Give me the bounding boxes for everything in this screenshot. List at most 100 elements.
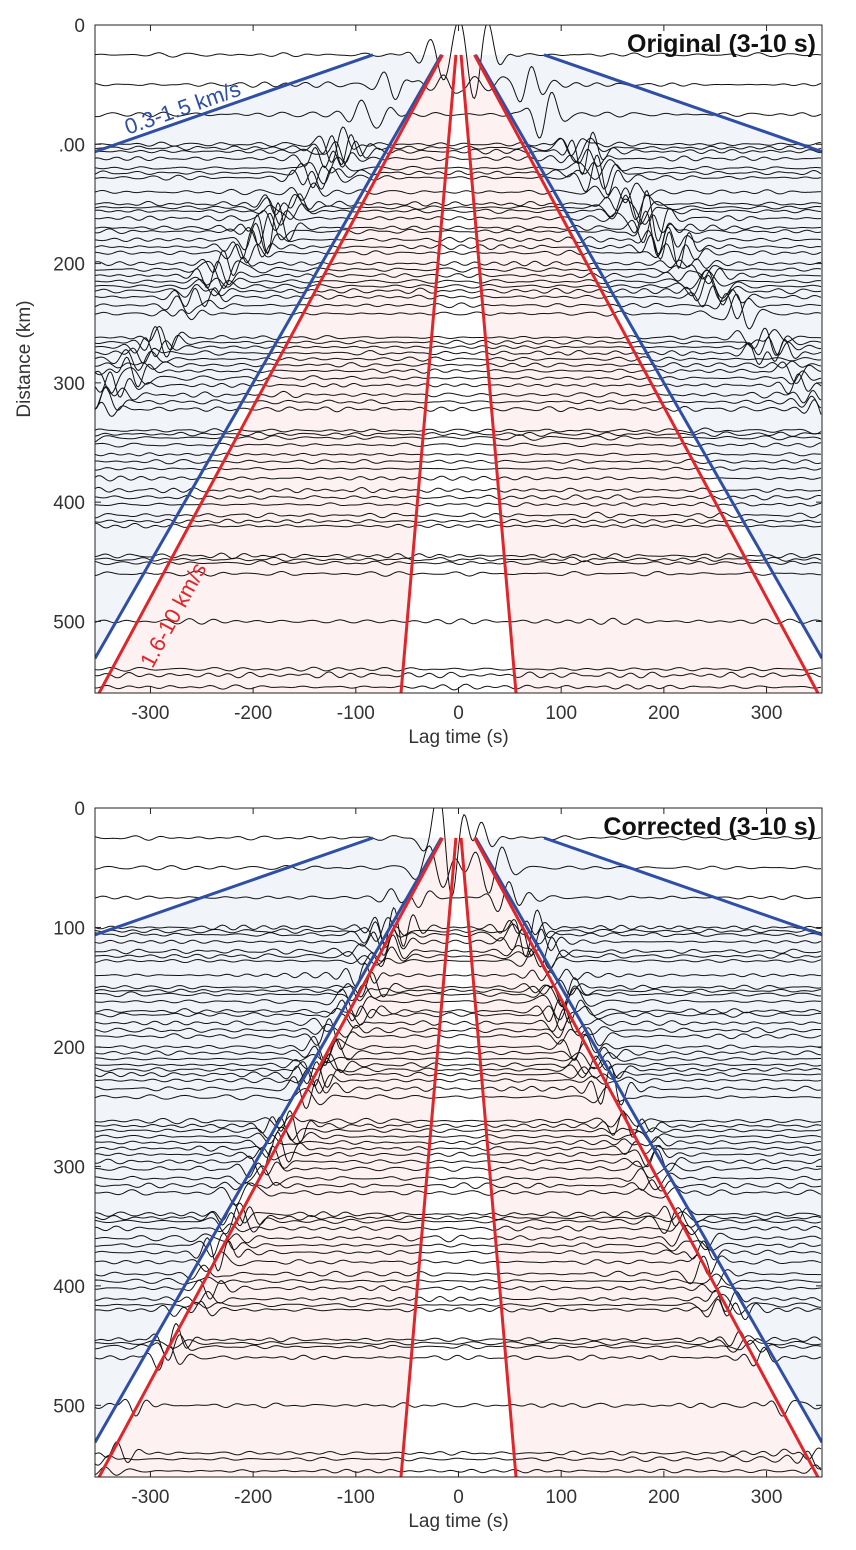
- trace: [95, 356, 822, 388]
- trace: [95, 1344, 822, 1371]
- y-axis-label: Distance (km): [14, 300, 35, 417]
- velocity-band: [99, 837, 456, 1477]
- trace: [95, 260, 821, 289]
- x-tick-label: 300: [751, 703, 783, 724]
- velocity-line: [95, 837, 443, 1444]
- trace: [95, 972, 822, 998]
- trace: [95, 162, 822, 190]
- trace: [95, 193, 822, 221]
- plot-area: [95, 25, 822, 693]
- x-axis-label: Lag time (s): [408, 1511, 508, 1532]
- y-tick-label: 200: [53, 1038, 85, 1059]
- x-tick-label: -100: [337, 1487, 375, 1508]
- trace: [95, 985, 822, 1021]
- trace: [95, 1116, 822, 1141]
- trace: [95, 1008, 822, 1033]
- trace: [95, 434, 822, 443]
- trace: [95, 156, 822, 185]
- trace: [95, 909, 822, 958]
- trace: [95, 187, 822, 226]
- x-tick-label: -200: [234, 703, 272, 724]
- trace: [95, 386, 822, 410]
- velocity-band: [99, 54, 456, 693]
- trace: [95, 1053, 822, 1075]
- trace: [95, 91, 822, 139]
- velocity-line: [473, 54, 820, 693]
- trace: [95, 617, 822, 625]
- trace: [95, 1034, 822, 1063]
- velocity-line: [95, 53, 374, 154]
- trace: [95, 1061, 822, 1088]
- trace: [95, 338, 822, 365]
- trace: [95, 1051, 821, 1070]
- trace: [95, 201, 822, 255]
- trace: [95, 285, 822, 308]
- y-tick-label: .00: [59, 135, 85, 156]
- trace: [95, 1298, 822, 1321]
- x-tick-label: 100: [545, 1487, 577, 1508]
- x-tick-label: 300: [751, 1487, 783, 1508]
- velocity-line: [543, 836, 822, 937]
- trace: [95, 325, 822, 351]
- trace: [95, 1334, 822, 1361]
- trace: [95, 502, 822, 508]
- trace: [95, 293, 822, 320]
- trace: [95, 880, 822, 912]
- trace: [95, 126, 821, 163]
- trace: [95, 1131, 822, 1163]
- trace: [95, 1441, 822, 1464]
- x-tick-label: -300: [131, 1487, 169, 1508]
- trace: [95, 146, 821, 169]
- trace: [95, 1005, 822, 1031]
- trace: [95, 269, 822, 299]
- y-tick-label: 100: [53, 918, 85, 939]
- trace: [95, 522, 822, 529]
- trace: [95, 1179, 822, 1192]
- trace: [95, 1086, 822, 1106]
- y-tick-label: 400: [53, 493, 85, 514]
- trace: [95, 1165, 822, 1191]
- trace: [95, 1134, 821, 1150]
- trace: [95, 1068, 822, 1094]
- trace: [95, 1182, 822, 1206]
- trace: [95, 1335, 822, 1353]
- velocity-band: [461, 54, 818, 693]
- trace: [95, 934, 822, 968]
- x-tick-label: 200: [648, 1487, 680, 1508]
- trace: [95, 556, 822, 563]
- trace: [95, 999, 822, 1024]
- trace: [95, 1202, 822, 1235]
- trace: [95, 349, 822, 371]
- trace: [95, 1322, 822, 1355]
- x-tick-label: 0: [453, 703, 464, 724]
- trace: [95, 336, 822, 358]
- trace: [95, 458, 822, 465]
- trace: [95, 1126, 822, 1145]
- velocity-line: [399, 54, 458, 693]
- trace: [95, 182, 822, 204]
- trace: [95, 65, 822, 103]
- y-tick-label: 0: [74, 799, 85, 820]
- x-tick-label: -300: [131, 703, 169, 724]
- trace: [95, 189, 822, 242]
- trace: [95, 131, 821, 176]
- trace: [95, 1290, 822, 1312]
- trace: [95, 1109, 822, 1143]
- trace: [95, 1450, 822, 1470]
- trace: [95, 1224, 822, 1251]
- velocity-line: [474, 837, 822, 1444]
- trace: [95, 452, 822, 457]
- trace: [95, 293, 822, 330]
- trace: [95, 1232, 822, 1258]
- trace: [95, 431, 822, 437]
- trace: [95, 367, 822, 394]
- trace: [95, 1237, 822, 1272]
- trace: [95, 486, 822, 494]
- trace: [95, 983, 821, 1008]
- trace: [95, 947, 822, 973]
- y-tick-label: 0: [74, 16, 85, 37]
- trace: [95, 399, 822, 417]
- y-tick-label: 400: [53, 1277, 85, 1298]
- trace: [95, 906, 822, 947]
- x-tick-label: -100: [337, 703, 375, 724]
